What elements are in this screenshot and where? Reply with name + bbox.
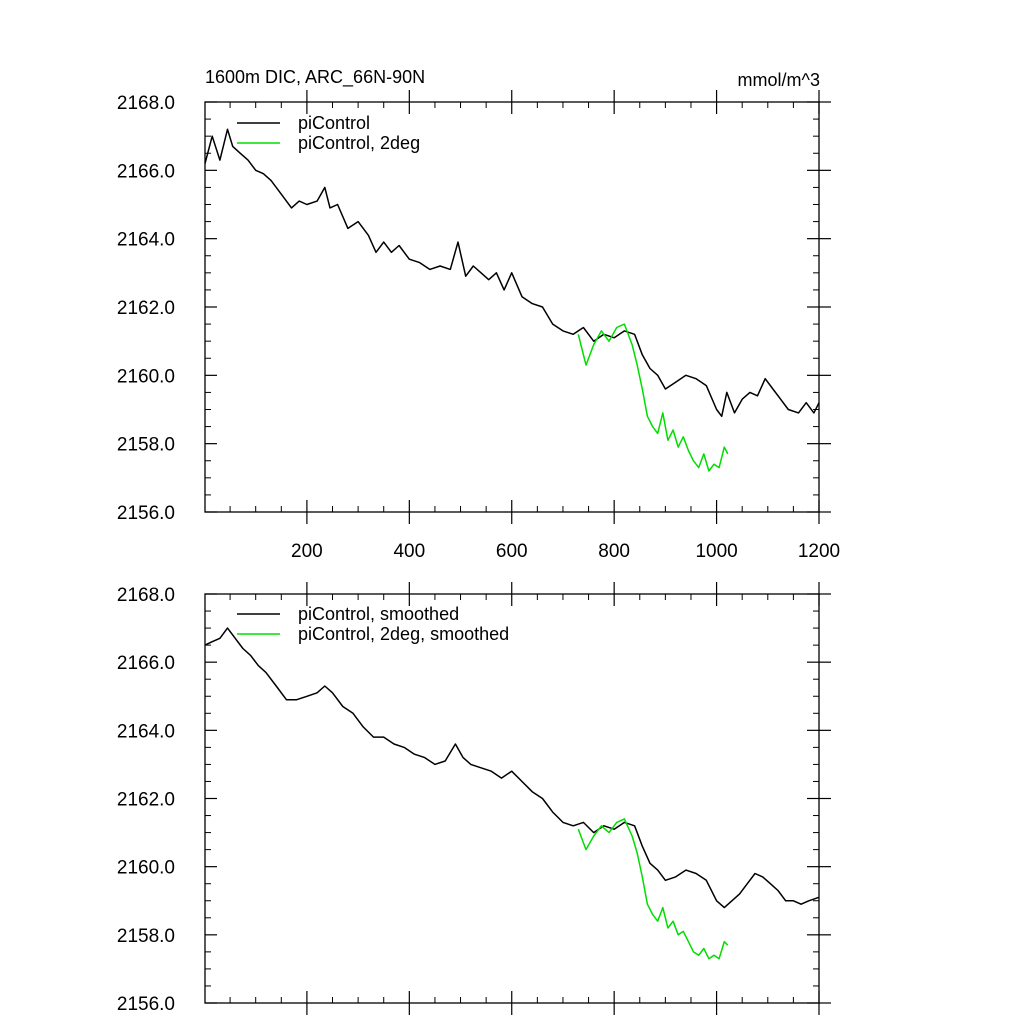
x-tick-label: 400: [393, 541, 425, 562]
series-line-1: [204, 627, 820, 909]
series-line-1: [204, 128, 820, 418]
y-tick-label: 2168.0: [117, 93, 175, 114]
units-label: mmol/m^3: [738, 70, 820, 90]
y-tick-label: 2168.0: [117, 585, 175, 606]
legend-label-series-2: piControl, 2deg, smoothed: [298, 624, 509, 644]
y-tick-label: 2158.0: [117, 926, 175, 947]
bottom-panel: 2156.0 2158.0 2160.0 2162.0 2164.0 2166.0 2168…: [117, 582, 831, 1015]
tick-label-layer: 2156.0 2158.0 2160.0 2162.0 2164.0 2166.0 2168…: [117, 585, 175, 1015]
plot-frame: [204, 593, 820, 1004]
x-tick-label: 1200: [798, 541, 840, 562]
y-tick-label: 2156.0: [117, 503, 175, 524]
legend-label-series-2: piControl, 2deg: [298, 133, 420, 153]
legend-label-series-1: piControl: [298, 113, 370, 133]
y-tick-label: 2160.0: [117, 366, 175, 387]
y-tick-label: 2164.0: [117, 230, 175, 251]
x-tick-label: 600: [496, 541, 528, 562]
y-tick-label: 2166.0: [117, 653, 175, 674]
series-layer: [204, 627, 820, 960]
legend: piControl piControl, 2deg: [237, 113, 420, 153]
x-tick-label: 800: [598, 541, 630, 562]
y-tick-label: 2164.0: [117, 721, 175, 742]
y-tick-label: 2166.0: [117, 161, 175, 182]
legend-label-series-1: piControl, smoothed: [298, 604, 459, 624]
y-tick-label: 2156.0: [117, 994, 175, 1015]
chart-title: 1600m DIC, ARC_66N-90N: [205, 67, 425, 88]
y-tick-label: 2158.0: [117, 435, 175, 456]
y-tick-label: 2160.0: [117, 858, 175, 879]
series-line-2: [577, 818, 729, 960]
tick-layer: [205, 582, 831, 1015]
y-tick-label: 2162.0: [117, 790, 175, 811]
x-tick-label: 200: [291, 541, 323, 562]
tick-label-layer: 2156.0 2158.0 2160.0 2162.0 2164.0 2166.0 2168…: [117, 93, 840, 562]
series-layer: [204, 128, 820, 472]
x-tick-label: 1000: [695, 541, 737, 562]
series-line-2: [577, 323, 729, 472]
top-panel: 1600m DIC, ARC_66N-90N mmol/m^3 2156.021…: [117, 67, 840, 562]
tick-layer: [205, 90, 831, 524]
plot-frame: [204, 101, 820, 513]
y-tick-label: 2162.0: [117, 298, 175, 319]
legend: piControl, smoothed piControl, 2deg, smo…: [237, 604, 509, 644]
